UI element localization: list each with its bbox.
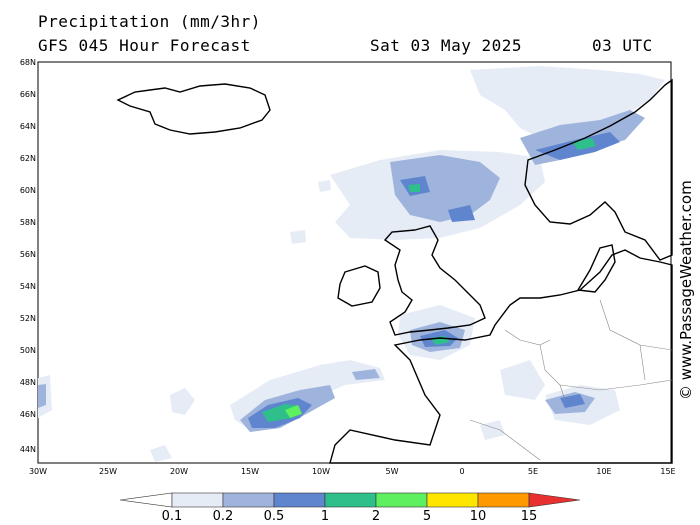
lat-label: 60N (20, 186, 36, 195)
legend-swatch (528, 492, 581, 508)
lat-label: 46N (20, 410, 36, 419)
coastlines (116, 78, 673, 464)
legend-swatch (477, 492, 530, 508)
legend-label: 1 (320, 509, 330, 524)
legend-swatch (273, 492, 326, 508)
lat-label: 50N (20, 346, 36, 355)
lon-label: 20W (170, 467, 188, 476)
lat-label: 44N (20, 445, 36, 454)
longitude-labels: 30W 25W 20W 15W 10W 5W 0 5E 10E 15E (29, 467, 676, 476)
forecast-date: Sat 03 May 2025 (370, 36, 522, 55)
legend-swatch (426, 492, 479, 508)
lat-label: 52N (20, 314, 36, 323)
lat-label: 58N (20, 218, 36, 227)
country-borders (469, 299, 673, 461)
legend-swatch (222, 492, 275, 508)
lon-label: 0 (459, 467, 464, 476)
forecast-time: 03 UTC (592, 36, 653, 55)
lon-label: 10E (596, 467, 611, 476)
legend-label: 5 (422, 509, 432, 524)
chart-title: Precipitation (mm/3hr) (38, 12, 261, 31)
legend-swatch (119, 492, 173, 508)
lon-label: 5E (528, 467, 538, 476)
lon-label: 5W (386, 467, 399, 476)
lat-label: 66N (20, 90, 36, 99)
lat-label: 68N (20, 58, 36, 67)
legend-swatch (324, 492, 377, 508)
legend-label: 0.1 (161, 509, 183, 524)
lon-label: 15E (660, 467, 675, 476)
lon-label: 30W (29, 467, 47, 476)
legend-swatch (171, 492, 224, 508)
legend-label: 0.2 (212, 509, 234, 524)
lon-label: 10W (312, 467, 330, 476)
legend-colorbar (119, 492, 581, 508)
lat-label: 56N (20, 250, 36, 259)
lon-label: 15W (241, 467, 259, 476)
legend-swatch (375, 492, 428, 508)
legend-label: 2 (371, 509, 381, 524)
legend-label: 0.5 (263, 509, 285, 524)
watermark: © www.PassageWeather.com (677, 180, 695, 400)
legend-label: 15 (520, 509, 538, 524)
lat-label: 48N (20, 378, 36, 387)
lat-label: 54N (20, 282, 36, 291)
lat-label: 64N (20, 122, 36, 131)
lon-label: 25W (99, 467, 117, 476)
lat-label: 62N (20, 154, 36, 163)
latitude-labels: 68N 66N 64N 62N 60N 58N 56N 54N 52N 50N … (20, 58, 36, 454)
legend-label: 10 (469, 509, 487, 524)
watermark-text: © www.PassageWeather.com (677, 180, 695, 400)
model-label: GFS 045 Hour Forecast (38, 36, 251, 55)
